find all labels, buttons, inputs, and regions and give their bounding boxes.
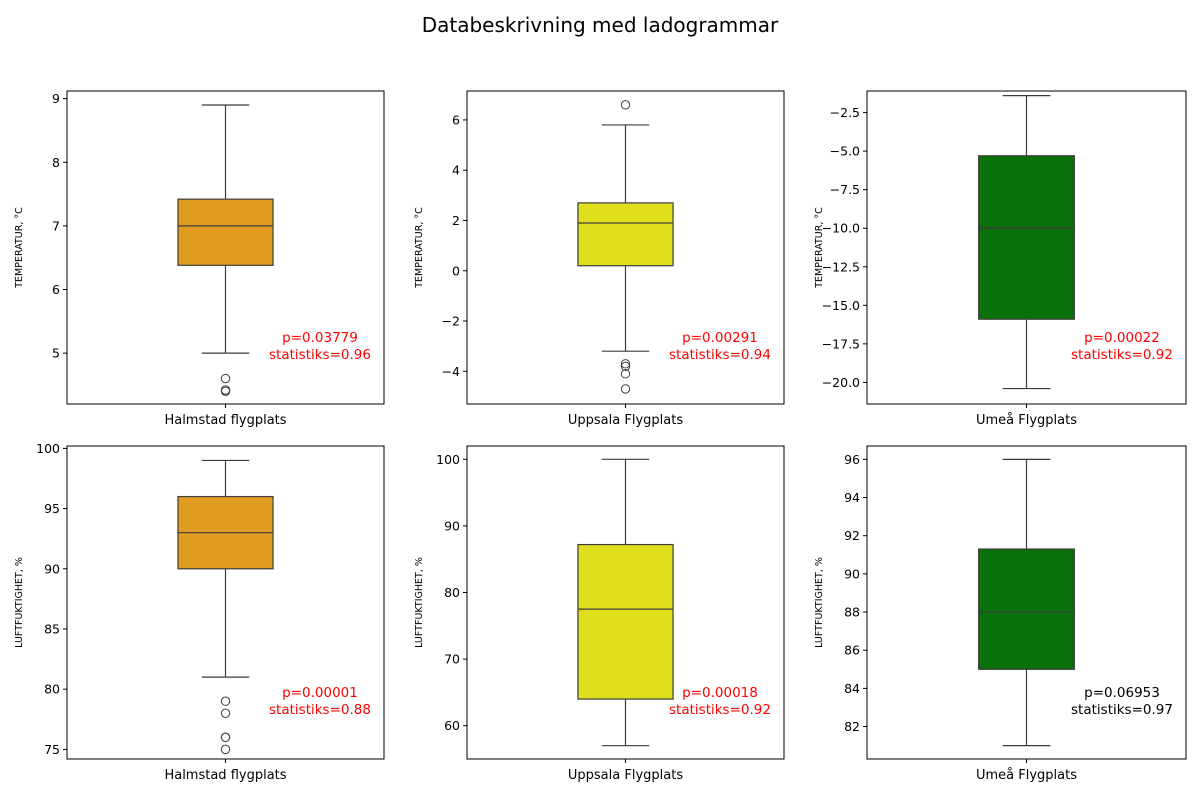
y-tick-label: 2: [452, 213, 460, 228]
box: [978, 155, 1075, 320]
y-tick-label: −2.5: [830, 105, 860, 120]
y-tick-label: 94: [844, 490, 860, 505]
outlier-point: [220, 744, 231, 755]
panel-3: −20.0 −17.5 −15.0 −12.5 −10.0 −7.5 −5.0 −2.5 Ume…: [814, 90, 1187, 428]
y-tick-label: 8: [52, 155, 60, 170]
panel-1: 5 6 7 8 9 Halmstad flygplats TEMPERATUR, °C p=0…: [14, 90, 385, 428]
statistic-annotation: statistiks=0.92: [669, 702, 771, 718]
y-axis-label: LUFTFUKTIGHET, %: [814, 557, 825, 648]
y-tick-label: −20.0: [822, 375, 860, 390]
x-category-label: Halmstad flygplats: [164, 768, 286, 783]
y-tick-label: 82: [844, 719, 860, 734]
outlier-point: [220, 732, 231, 743]
p-value-annotation: p=0.06953: [1084, 685, 1160, 701]
panels: 5 6 7 8 9 Halmstad flygplats TEMPERATUR, °C p=0…: [14, 90, 1187, 783]
y-tick-label: 95: [44, 501, 60, 516]
y-tick-label: 92: [844, 528, 860, 543]
outlier-point: [220, 385, 231, 395]
y-axis-label: TEMPERATUR, °C: [414, 207, 425, 289]
y-tick-label: 100: [436, 452, 460, 467]
outlier-point: [620, 369, 631, 379]
y-tick-label: 80: [44, 682, 60, 697]
outlier-point: [620, 384, 631, 394]
y-tick-label: 70: [444, 652, 460, 667]
figure-title: Databeskrivning med ladogrammar: [422, 13, 779, 37]
y-tick-label: 100: [36, 441, 60, 456]
y-tick-label: −17.5: [822, 336, 860, 351]
p-value-annotation: p=0.00291: [682, 330, 758, 346]
y-tick-label: −10.0: [822, 221, 860, 236]
outlier-point: [620, 361, 631, 371]
y-tick-label: −12.5: [822, 259, 860, 274]
y-tick-label: 86: [844, 643, 860, 658]
y-tick-label: −4: [442, 364, 460, 379]
y-axis-label: LUFTFUKTIGHET, %: [14, 557, 25, 648]
y-axis-label: TEMPERATUR, °C: [14, 207, 25, 289]
y-tick-label: 5: [52, 346, 60, 361]
y-tick-label: 6: [452, 112, 460, 127]
y-tick-label: 88: [844, 605, 860, 620]
y-tick-label: −15.0: [822, 298, 860, 313]
box: [978, 548, 1075, 670]
statistic-annotation: statistiks=0.88: [269, 702, 371, 718]
statistic-annotation: statistiks=0.94: [669, 347, 771, 363]
box: [177, 198, 274, 266]
p-value-annotation: p=0.00022: [1084, 330, 1160, 346]
x-category-label: Umeå Flygplats: [976, 768, 1077, 783]
outlier-point: [620, 359, 631, 369]
outlier-point: [620, 100, 631, 110]
panel-5: 60 70 80 90 100 Uppsala Flygplats LUFTFUKTIGHE…: [414, 445, 785, 783]
y-tick-label: 90: [444, 518, 460, 533]
y-tick-label: −5.0: [830, 144, 860, 159]
y-tick-label: 75: [44, 742, 60, 757]
outlier-point: [220, 696, 231, 706]
outlier-point: [220, 708, 231, 718]
y-tick-label: 0: [452, 263, 460, 278]
y-axis-label: TEMPERATUR, °C: [814, 207, 825, 289]
y-axis-label: LUFTFUKTIGHET, %: [414, 557, 425, 648]
statistic-annotation: statistiks=0.92: [1071, 347, 1173, 363]
y-tick-label: 6: [52, 282, 60, 297]
outlier-point: [220, 373, 231, 384]
y-tick-label: 9: [52, 91, 60, 106]
p-value-annotation: p=0.03779: [282, 330, 358, 346]
panel-4: 75 80 85 90 95 100 Halmstad flygplats LUFTFUKTI…: [14, 441, 385, 783]
box: [577, 543, 674, 700]
y-tick-label: 85: [44, 621, 60, 636]
y-tick-label: 96: [844, 452, 860, 467]
box: [577, 202, 674, 267]
statistic-annotation: statistiks=0.96: [269, 347, 371, 363]
p-value-annotation: p=0.00001: [282, 685, 358, 701]
statistic-annotation: statistiks=0.97: [1071, 702, 1173, 718]
y-tick-label: −2: [442, 314, 460, 329]
panel-6: 82 84 86 88 90 92 94 96 Umeå Flygplats LUFTFUKTIG…: [814, 445, 1187, 783]
y-tick-label: 60: [444, 718, 460, 733]
y-tick-label: 84: [844, 681, 860, 696]
p-value-annotation: p=0.00018: [682, 685, 758, 701]
y-tick-label: 7: [52, 218, 60, 233]
y-tick-label: 80: [444, 585, 460, 600]
y-tick-label: −7.5: [830, 182, 860, 197]
y-tick-label: 90: [844, 566, 860, 581]
y-tick-label: 4: [452, 163, 460, 178]
x-category-label: Uppsala Flygplats: [568, 768, 683, 783]
panel-2: −4 −2 0 2 4 6 Uppsala Flygplats TEMPERATUR, °C p…: [414, 90, 785, 428]
x-category-label: Uppsala Flygplats: [568, 413, 683, 428]
x-category-label: Halmstad flygplats: [164, 413, 286, 428]
y-tick-label: 90: [44, 561, 60, 576]
x-category-label: Umeå Flygplats: [976, 413, 1077, 428]
